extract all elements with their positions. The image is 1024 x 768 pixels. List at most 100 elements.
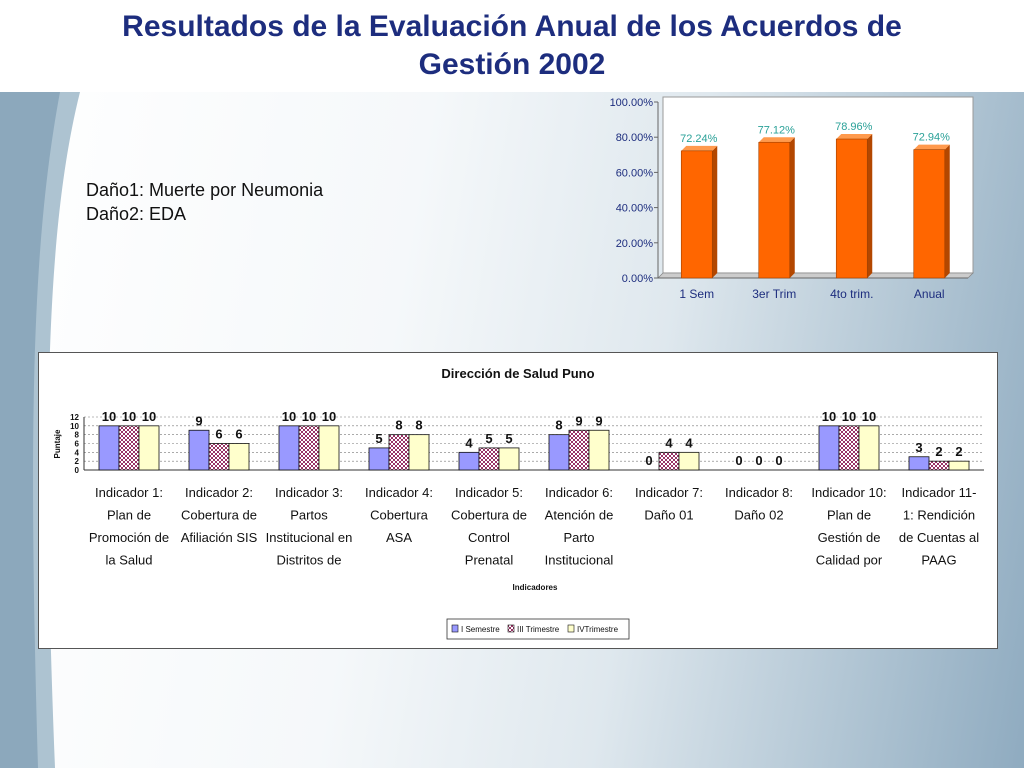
- category-label: Indicador 7:: [635, 485, 703, 500]
- bar-value-label: 3: [915, 440, 922, 455]
- category-label: Gestión de: [818, 530, 881, 545]
- bar-value-label: 8: [555, 418, 562, 433]
- title-line-1: Resultados de la Evaluación Anual de los…: [122, 10, 902, 43]
- category-label: Control: [468, 530, 510, 545]
- bar: [118, 425, 140, 471]
- y-axis-label: Puntaje: [53, 429, 62, 458]
- bar-value-label: 6: [235, 427, 242, 442]
- category-label: Prenatal: [465, 553, 514, 568]
- bar-value-label: 4: [665, 435, 673, 450]
- category-label: Indicador 3:: [275, 485, 343, 500]
- bar: [948, 460, 970, 471]
- y-tick-label: 8: [75, 431, 80, 440]
- bar-value-label: 0: [735, 453, 742, 468]
- bar-value-label: 8: [395, 418, 402, 433]
- bar-top: [836, 134, 873, 140]
- y-tick-label: 4: [75, 448, 80, 457]
- bar: [298, 425, 320, 471]
- bar-value-label: 8: [415, 418, 422, 433]
- bar: [278, 425, 300, 471]
- legend-swatch: [507, 624, 515, 633]
- bar: [568, 429, 590, 471]
- note-dano2: Daño2: EDA: [86, 204, 187, 224]
- bar-side: [789, 137, 795, 278]
- bar-value-label: 4: [685, 435, 693, 450]
- bar-value-label: 9: [575, 413, 582, 428]
- bar-value-label: 9: [195, 413, 202, 428]
- category-label: Indicador 2:: [185, 485, 253, 500]
- bar: [658, 451, 680, 471]
- bar: [188, 429, 210, 471]
- bar: [858, 425, 880, 471]
- y-tick-label: 60.00%: [616, 167, 654, 179]
- legend-box: [446, 618, 630, 640]
- bar-side: [712, 145, 718, 278]
- category-label: Distritos de: [276, 553, 341, 568]
- bar: [228, 443, 250, 471]
- category-label: Indicador 8:: [725, 485, 793, 500]
- bar-top: [681, 145, 718, 151]
- bar-value-label: 5: [485, 431, 492, 446]
- category-label: Promoción de: [89, 530, 169, 545]
- bar: [680, 150, 713, 279]
- category-label: Calidad por: [816, 553, 883, 568]
- bar-top: [913, 144, 950, 150]
- legend-label: IVTrimestre: [577, 625, 619, 634]
- category-label: Parto: [563, 530, 594, 545]
- quarterly-percentage-chart: 0.00% 20.00% 40.00% 60.00% 80.00% 100.00% 72.2…: [610, 96, 974, 301]
- bar-value-label: 10: [322, 409, 336, 424]
- bar-value-label: 0: [755, 453, 762, 468]
- bar-value-label: 0: [775, 453, 782, 468]
- category-label: Partos: [290, 508, 328, 523]
- category-label: de Cuentas al: [899, 530, 979, 545]
- bar: [678, 451, 700, 471]
- bar-value-label: 10: [822, 409, 836, 424]
- bar: [588, 429, 610, 471]
- y-tick-label: 12: [70, 413, 79, 422]
- bar-top: [758, 137, 795, 143]
- bar: [458, 451, 480, 471]
- note-dano1: Daño1: Muerte por Neumonia: [86, 180, 324, 200]
- y-tick-label: 20.00%: [616, 238, 654, 250]
- bar-value-label: 10: [142, 409, 156, 424]
- y-tick-label: 40.00%: [616, 203, 654, 215]
- category-label: Cobertura de: [181, 508, 257, 523]
- bar-value-label: 0: [645, 453, 652, 468]
- category-label: Indicador 1:: [95, 485, 163, 500]
- legend-label: I Semestre: [461, 625, 500, 634]
- category-label: ASA: [386, 530, 412, 545]
- bar-value-label: 5: [375, 431, 382, 446]
- bar-value-label: 2: [955, 444, 962, 459]
- legend-swatch: [567, 624, 575, 633]
- y-tick-label: 0: [75, 466, 80, 475]
- bar-value-label: 10: [302, 409, 316, 424]
- category-label: Daño 02: [734, 508, 783, 523]
- bar-value-label: 10: [102, 409, 116, 424]
- bar-value-label: 6: [215, 427, 222, 442]
- bar: [408, 434, 430, 471]
- legend-swatch: [451, 624, 459, 633]
- category-label: Indicador 5:: [455, 485, 523, 500]
- category-label: Institucional: [545, 553, 614, 568]
- category-label: Indicador 6:: [545, 485, 613, 500]
- bar-value-label: 72.94%: [913, 132, 951, 144]
- y-tick-label: 80.00%: [616, 132, 654, 144]
- bar-value-label: 72.24%: [680, 133, 718, 145]
- x-axis-label: Indicadores: [513, 583, 558, 592]
- bar-value-label: 10: [842, 409, 856, 424]
- x-tick-label: 1 Sem: [679, 287, 714, 301]
- category-label: PAAG: [921, 553, 956, 568]
- title-line-2: Gestión 2002: [418, 48, 606, 81]
- y-tick-label: 10: [70, 422, 79, 431]
- category-label: 1: Rendición: [903, 508, 975, 523]
- y-tick-label: 100.00%: [610, 97, 654, 109]
- bar: [908, 456, 930, 471]
- bar-side: [867, 134, 873, 278]
- bar-value-label: 78.96%: [835, 121, 873, 133]
- y-tick-label: 2: [75, 457, 80, 466]
- bar: [498, 447, 520, 471]
- category-label: Plan de: [107, 508, 151, 523]
- category-label: Daño 01: [644, 508, 693, 523]
- category-label: Institucional en: [266, 530, 353, 545]
- bar-value-label: 10: [862, 409, 876, 424]
